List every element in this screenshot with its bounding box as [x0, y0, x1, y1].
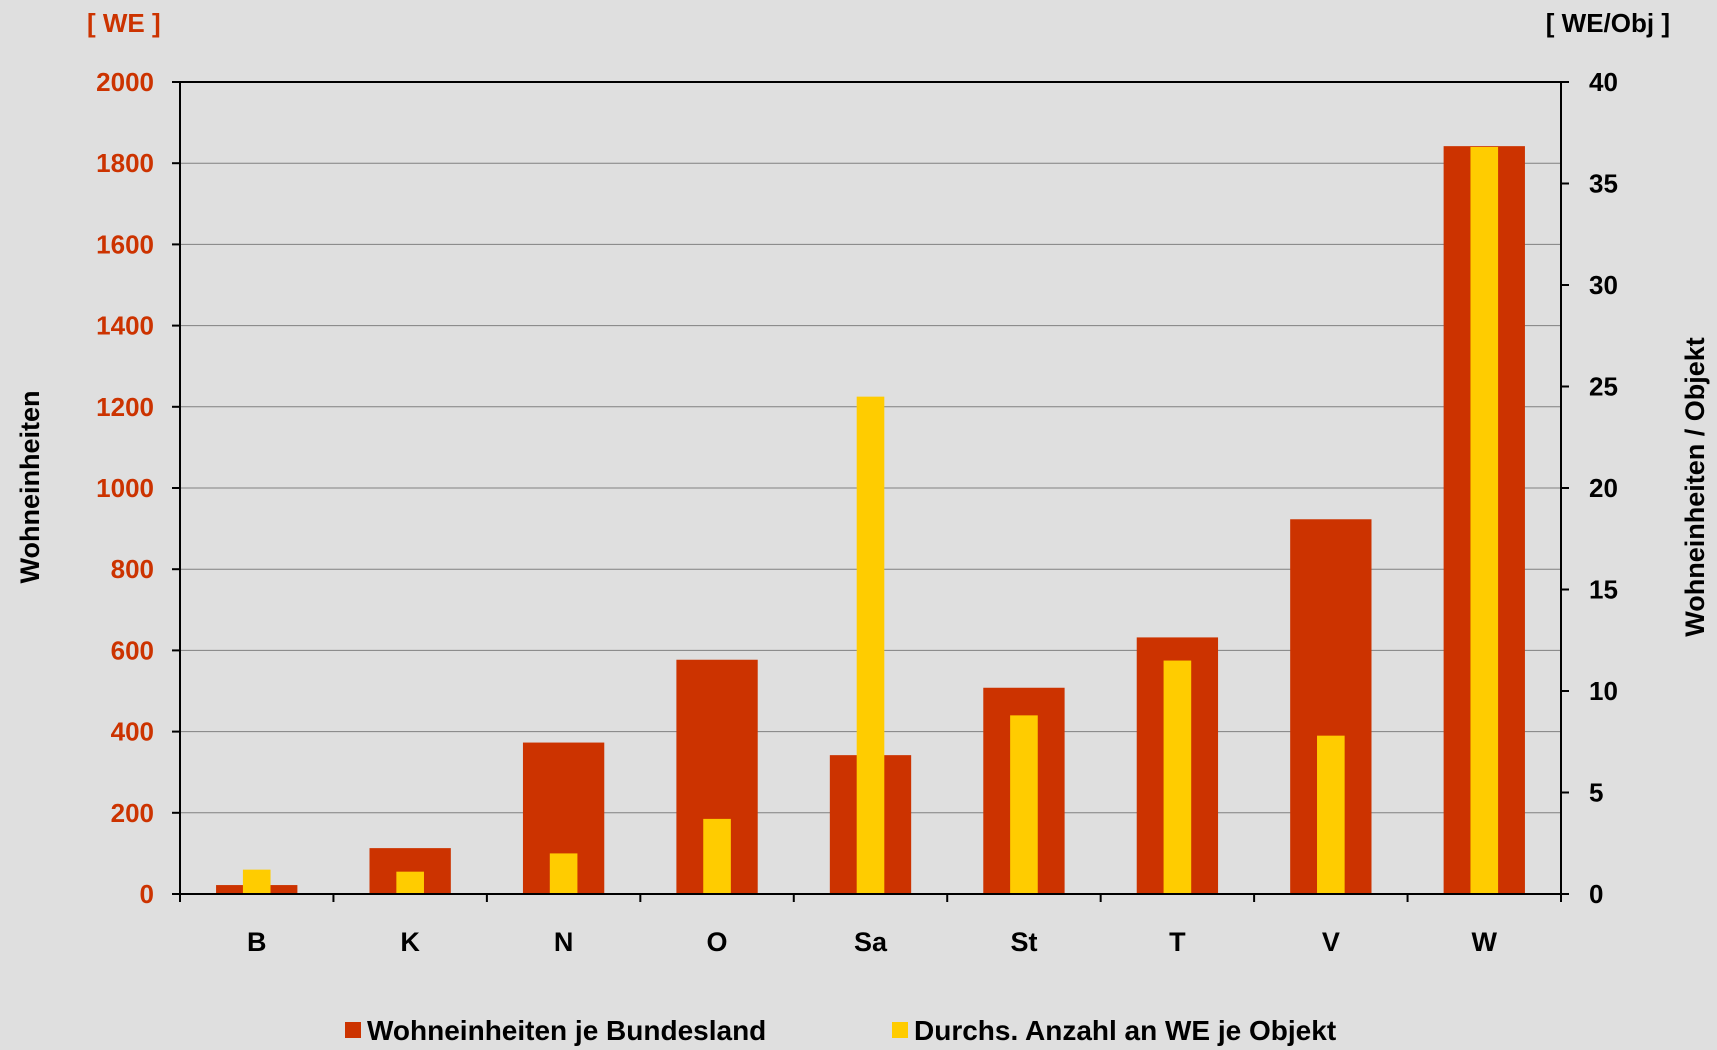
bar-durchschnitt-O: [703, 818, 731, 894]
left-tick-label-4: 800: [111, 554, 154, 584]
legend-label-durchschnitt: Durchs. Anzahl an WE je Objekt: [914, 1015, 1336, 1046]
right-tick-label-8: 40: [1589, 67, 1618, 97]
x-tick-label-V: V: [1322, 927, 1340, 957]
right-tick-label-7: 35: [1589, 169, 1618, 199]
right-tick-label-6: 30: [1589, 270, 1618, 300]
right-tick-label-2: 10: [1589, 676, 1618, 706]
right-tick-label-3: 15: [1589, 575, 1618, 605]
left-tick-label-6: 1200: [96, 392, 154, 422]
bar-durchschnitt-B: [242, 869, 271, 894]
bar-durchschnitt-W: [1470, 146, 1499, 894]
right-axis-title: Wohneinheiten / Objekt: [1680, 337, 1710, 637]
axes: 0 200 400 600 800 1000 1200 1400 1600 1800 2000 0 5 1…: [96, 67, 1618, 957]
left-tick-label-9: 1800: [96, 148, 154, 178]
x-tick-label-B: B: [247, 927, 267, 957]
left-tick-label-7: 1400: [96, 311, 154, 341]
x-tick-label-N: N: [554, 927, 574, 957]
bar-durchschnitt-V: [1317, 735, 1345, 894]
legend: Wohneinheiten je Bundesland Durchs. Anza…: [345, 1015, 1336, 1046]
left-axis-title: Wohneinheiten: [15, 391, 45, 584]
left-tick-label-8: 1600: [96, 229, 154, 259]
bar-durchschnitt-N: [549, 853, 578, 894]
x-tick-label-O: O: [707, 927, 728, 957]
bar-durchschnitt-K: [396, 871, 424, 894]
left-tick-label-0: 0: [140, 879, 154, 909]
x-tick-label-K: K: [400, 927, 420, 957]
bar-durchschnitt-T: [1163, 660, 1192, 894]
left-axis-unit: [ WE ]: [87, 8, 161, 38]
legend-swatch-wohneinheiten: [345, 1022, 361, 1038]
legend-swatch-durchschnitt: [892, 1022, 908, 1038]
bars: [216, 146, 1525, 894]
bar-durchschnitt-St: [1010, 715, 1038, 894]
legend-label-wohneinheiten: Wohneinheiten je Bundesland: [367, 1015, 766, 1046]
right-tick-label-0: 0: [1589, 879, 1603, 909]
x-tick-label-St: St: [1010, 927, 1037, 957]
x-tick-label-Sa: Sa: [854, 927, 888, 957]
left-tick-label-10: 2000: [96, 67, 154, 97]
left-tick-label-3: 600: [111, 635, 154, 665]
right-tick-label-5: 25: [1589, 372, 1618, 402]
bar-durchschnitt-Sa: [856, 396, 885, 894]
x-tick-label-T: T: [1169, 927, 1186, 957]
left-tick-label-1: 200: [111, 798, 154, 828]
right-tick-label-4: 20: [1589, 473, 1618, 503]
x-tick-label-W: W: [1472, 927, 1498, 957]
right-tick-label-1: 5: [1589, 778, 1603, 808]
left-tick-label-5: 1000: [96, 473, 154, 503]
left-tick-label-2: 400: [111, 717, 154, 747]
right-axis-unit: [ WE/Obj ]: [1546, 8, 1670, 38]
